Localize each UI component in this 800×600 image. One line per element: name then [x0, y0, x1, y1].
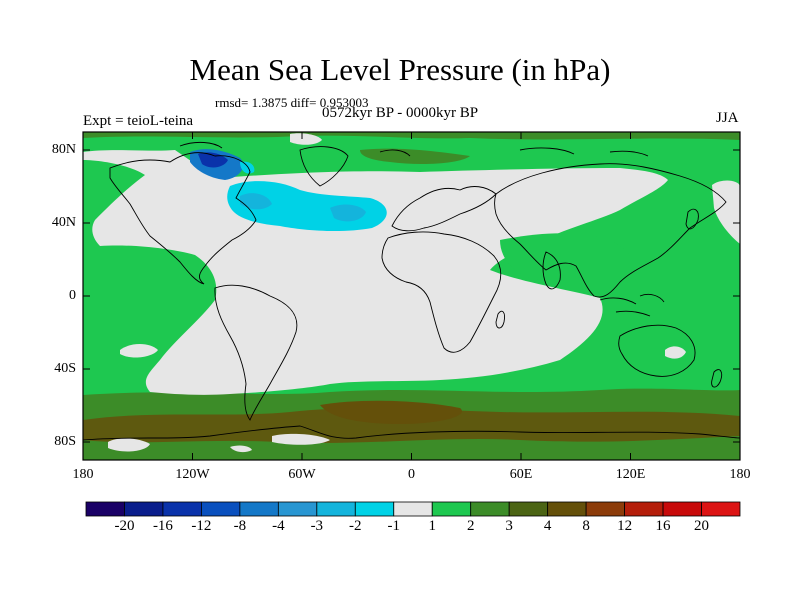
y-label-80n: 80N [40, 142, 76, 158]
colorbar-swatch [163, 502, 201, 516]
colorbar [86, 502, 740, 516]
colorbar-label: -8 [218, 518, 262, 535]
colorbar-label: -16 [141, 518, 185, 535]
colorbar-label: -4 [256, 518, 300, 535]
colorbar-swatch [240, 502, 278, 516]
x-label-120w: 120W [163, 467, 223, 483]
x-label-60w: 60W [272, 467, 332, 483]
colorbar-label: -20 [102, 518, 146, 535]
colorbar-swatch [663, 502, 701, 516]
colorbar-label: -12 [179, 518, 223, 535]
colorbar-swatch [471, 502, 509, 516]
x-label-180w: 180 [53, 467, 113, 483]
map-plot-area [83, 132, 740, 460]
colorbar-swatch [625, 502, 663, 516]
x-label-120e: 120E [601, 467, 661, 483]
colorbar-swatch [278, 502, 316, 516]
colorbar-label: 20 [680, 518, 724, 535]
colorbar-label: 12 [603, 518, 647, 535]
colorbar-swatch [124, 502, 162, 516]
colorbar-label: 1 [410, 518, 454, 535]
colorbar-swatch [355, 502, 393, 516]
colorbar-label: 2 [449, 518, 493, 535]
colorbar-swatch [548, 502, 586, 516]
colorbar-label: 16 [641, 518, 685, 535]
colorbar-label: -3 [295, 518, 339, 535]
colorbar-swatch [317, 502, 355, 516]
colorbar-label: -1 [372, 518, 416, 535]
pressure-map [0, 0, 800, 600]
colorbar-label: 3 [487, 518, 531, 535]
colorbar-swatch [86, 502, 124, 516]
x-label-180e: 180 [710, 467, 770, 483]
colorbar-swatch [509, 502, 547, 516]
colorbar-swatch [432, 502, 470, 516]
colorbar-swatch [394, 502, 432, 516]
colorbar-swatch [201, 502, 239, 516]
y-label-0: 0 [40, 288, 76, 304]
x-label-0: 0 [382, 467, 442, 483]
y-label-80s: 80S [40, 434, 76, 450]
colorbar-swatch [702, 502, 740, 516]
y-label-40n: 40N [40, 215, 76, 231]
y-label-40s: 40S [40, 361, 76, 377]
colorbar-swatch [586, 502, 624, 516]
x-label-60e: 60E [491, 467, 551, 483]
colorbar-label: 8 [564, 518, 608, 535]
colorbar-label: 4 [526, 518, 570, 535]
colorbar-label: -2 [333, 518, 377, 535]
